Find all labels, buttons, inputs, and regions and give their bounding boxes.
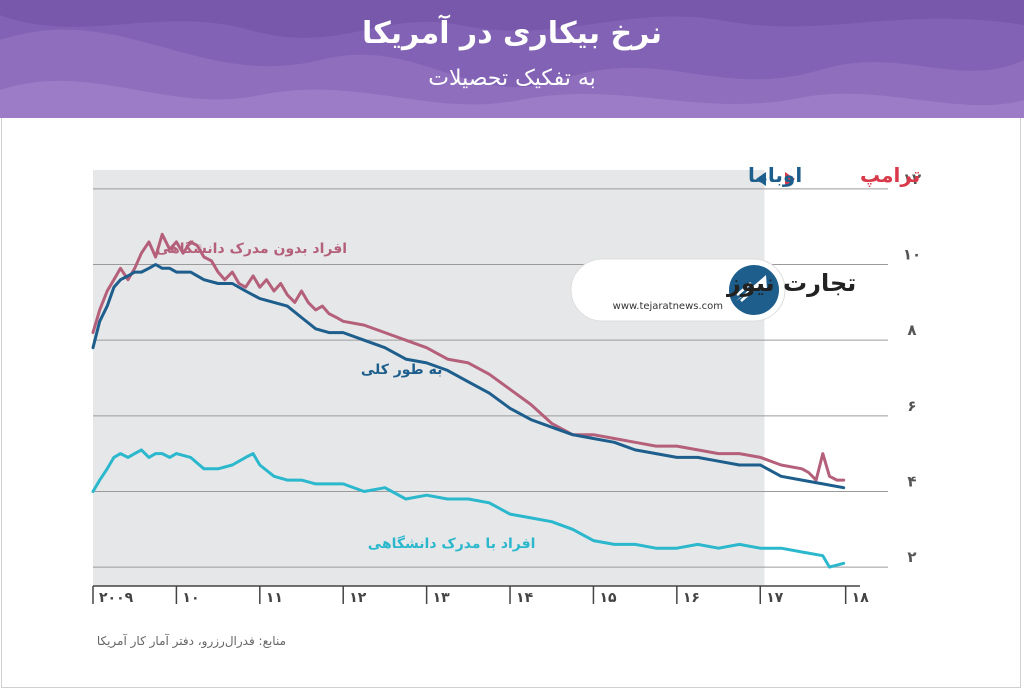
x-tick-label: ۱۷ — [766, 590, 784, 606]
logo-url: www.tejaratnews.com — [613, 301, 723, 312]
x-tick-label: ۱۵ — [599, 590, 617, 606]
x-tick-label: ۱۶ — [683, 590, 700, 606]
legend-trump: ترامپ — [860, 163, 920, 187]
y-tick-label: ۸ — [907, 321, 916, 339]
series-label: افراد بدون مدرک دانشگاهی — [156, 240, 347, 257]
y-tick-label: ۱۰ — [903, 246, 921, 264]
x-tick-label: ۱۳ — [433, 590, 451, 606]
y-tick-label: ۴ — [907, 472, 916, 490]
y-tick-label: ۱۲ — [903, 170, 921, 188]
x-tick-label: ۱۱ — [266, 590, 283, 606]
unemployment-chart: ۲۰۰۹ ۱۰ ۱۱ ۱۲ ۱۳ ۱۴ ۱۵ ۱۶ ۱۷ ۱۸ ۲ ۴ ۶ ۸ ۱۰ ۱۲ افراد بد… — [91, 163, 921, 606]
logo-badge — [570, 258, 786, 322]
y-tick-label: ۶ — [907, 397, 916, 415]
x-tick-label: ۱۴ — [516, 590, 534, 606]
x-tick-label: ۱۲ — [349, 590, 367, 606]
series-labels: افراد بدون مدرک دانشگاهی به طور کلی افراد … — [156, 240, 536, 552]
series-label: افراد با مدرک دانشگاهی — [368, 535, 536, 552]
obama-arrow-icon — [756, 172, 766, 186]
period-legend: ترامپ اوباما — [748, 163, 920, 187]
chart-subtitle: به تفکیک تحصیلات — [428, 66, 596, 91]
y-axis: ۲ ۴ ۶ ۸ ۱۰ ۱۲ — [903, 170, 921, 566]
tejaratnews-logo: تجارت نیوز www.tejaratnews.com — [570, 258, 856, 322]
y-tick-label: ۲ — [907, 548, 916, 566]
trump-arrow-icon — [785, 172, 795, 186]
logo-wordmark: تجارت نیوز — [726, 269, 856, 297]
header-banner: نرخ بیکاری در آمریکا به تفکیک تحصیلات — [0, 0, 1024, 118]
legend-obama: اوباما — [748, 163, 802, 187]
series-line — [91, 263, 846, 490]
source-note: منابع: فدرال‌رزرو، دفتر آمار کار آمریکا — [96, 634, 286, 648]
series-line — [91, 448, 846, 569]
gridlines — [93, 188, 888, 568]
series-label: به طور کلی — [361, 362, 443, 378]
decorative-waves — [0, 0, 1024, 118]
series-line — [91, 232, 846, 482]
chart-title: نرخ بیکاری در آمریکا — [361, 16, 663, 51]
logo-arrow-icon — [736, 275, 767, 301]
x-tick-label: ۱۸ — [852, 590, 870, 606]
logo-stripes-icon — [736, 282, 758, 302]
x-tick-label: ۲۰۰۹ — [99, 590, 134, 606]
x-tick-label: ۱۰ — [182, 590, 199, 606]
x-axis: ۲۰۰۹ ۱۰ ۱۱ ۱۲ ۱۳ ۱۴ ۱۵ ۱۶ ۱۷ ۱۸ — [92, 585, 870, 606]
obama-period-shade — [93, 170, 765, 586]
series-lines — [91, 232, 846, 569]
